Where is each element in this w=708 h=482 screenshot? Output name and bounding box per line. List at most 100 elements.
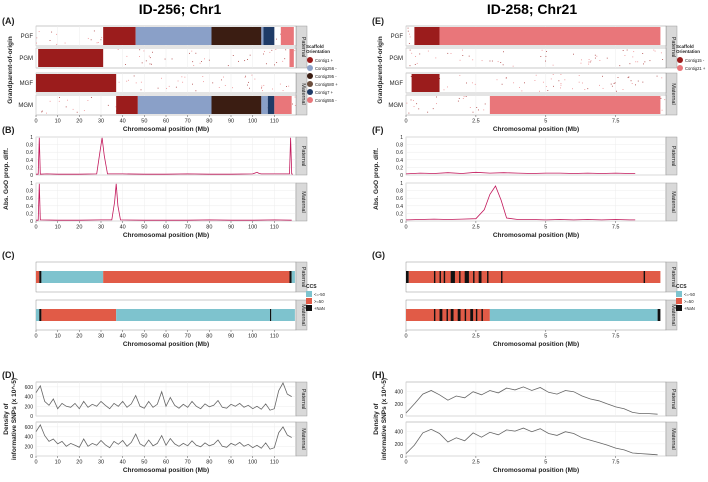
snp-dot bbox=[184, 76, 186, 78]
snp-dot bbox=[545, 55, 547, 57]
snp-dot bbox=[286, 86, 287, 87]
ccs-segment bbox=[36, 271, 40, 283]
legend-swatch bbox=[306, 305, 312, 311]
panel-letter: (H) bbox=[372, 370, 385, 380]
snp-dot bbox=[408, 43, 410, 44]
x-tick-label: 50 bbox=[141, 225, 147, 231]
series-line-paternal bbox=[35, 382, 292, 411]
x-tick-label: 40 bbox=[120, 334, 126, 340]
snp-dot bbox=[275, 49, 277, 50]
x-tick-label: 60 bbox=[163, 119, 169, 125]
snp-dot bbox=[128, 79, 129, 81]
snp-dot bbox=[412, 99, 414, 101]
x-tick-label: 0 bbox=[404, 460, 407, 466]
snp-dot bbox=[476, 107, 478, 108]
ccs-segment bbox=[489, 309, 658, 321]
legend-swatch bbox=[677, 65, 683, 71]
x-tick-label: 0 bbox=[34, 119, 37, 125]
ccs-segment bbox=[39, 309, 42, 321]
snp-dot bbox=[164, 58, 166, 60]
x-tick-label: 10 bbox=[55, 334, 61, 340]
snp-dot bbox=[594, 57, 596, 59]
panel-letter: (D) bbox=[2, 370, 15, 380]
snp-dot bbox=[644, 61, 646, 63]
snp-dot bbox=[497, 61, 499, 63]
snp-dot bbox=[38, 31, 40, 33]
snp-dot bbox=[606, 57, 608, 59]
snp-dot bbox=[483, 109, 485, 111]
facet-strip bbox=[665, 421, 678, 457]
x-tick-label: 110 bbox=[270, 460, 279, 466]
y-tick-label: 200 bbox=[25, 404, 34, 410]
y-tick-label: 0.8 bbox=[396, 189, 403, 195]
snp-dot bbox=[534, 80, 536, 81]
snp-dot bbox=[87, 37, 89, 39]
snp-dot bbox=[489, 60, 491, 62]
snp-dot bbox=[539, 90, 540, 92]
facet-strip bbox=[665, 381, 678, 417]
y-tick-label: 0.8 bbox=[26, 189, 33, 195]
snp-dot bbox=[232, 87, 233, 89]
series-line-maternal bbox=[36, 183, 292, 221]
snp-dot bbox=[439, 78, 441, 79]
snp-dot bbox=[611, 85, 613, 87]
row-label-mgm: MGM bbox=[18, 103, 33, 109]
y-tick-label: 600 bbox=[25, 385, 34, 391]
snp-dot bbox=[660, 52, 662, 54]
snp-dot bbox=[436, 96, 437, 98]
snp-dot bbox=[419, 53, 421, 55]
legend-swatch bbox=[677, 57, 683, 63]
snp-dot bbox=[408, 112, 410, 114]
snp-dot bbox=[83, 110, 85, 112]
row-label-pgf: PGF bbox=[391, 34, 404, 40]
snp-dot bbox=[602, 87, 604, 89]
ideogram-segment bbox=[261, 96, 268, 114]
x-tick-label: 90 bbox=[228, 225, 234, 231]
snp-dot bbox=[195, 52, 197, 54]
x-tick-label: 2.5 bbox=[472, 460, 480, 466]
y-tick-label: 600 bbox=[25, 425, 34, 431]
snp-dot bbox=[410, 76, 412, 77]
row-label-mgf: MGF bbox=[20, 81, 34, 87]
snp-dot bbox=[637, 80, 639, 82]
x-axis-title: Chromosomal position (Mb) bbox=[493, 126, 579, 133]
ideogram-row-bg bbox=[405, 72, 667, 94]
snp-dot bbox=[627, 77, 629, 79]
snp-dot bbox=[135, 82, 137, 84]
legend-label: >=50 bbox=[684, 299, 694, 304]
x-axis-title: Chromosomal position (Mb) bbox=[493, 232, 579, 239]
snp-dot bbox=[653, 49, 655, 51]
snp-dot bbox=[223, 76, 224, 78]
snp-dot bbox=[245, 75, 247, 77]
snp-dot bbox=[261, 85, 263, 87]
x-tick-label: 0 bbox=[34, 460, 37, 466]
legend-label: Contig395 - bbox=[315, 74, 337, 79]
x-tick-label: 100 bbox=[248, 225, 257, 231]
snp-dot bbox=[521, 90, 523, 92]
y-axis-title: Grandparent-of-origin bbox=[7, 36, 14, 104]
snp-dot bbox=[564, 79, 566, 81]
y-tick-label: 200 bbox=[25, 444, 34, 450]
snp-dot bbox=[175, 86, 177, 88]
line-panel-bg bbox=[405, 421, 667, 457]
snp-dot bbox=[436, 103, 437, 105]
x-tick-label: 5 bbox=[544, 460, 547, 466]
snp-dot bbox=[472, 59, 474, 61]
snp-dot bbox=[560, 74, 562, 75]
snp-dot bbox=[560, 84, 562, 86]
ccs-segment bbox=[464, 309, 467, 321]
snp-dot bbox=[578, 75, 580, 76]
snp-dot bbox=[459, 59, 461, 61]
legend-title: Orientation bbox=[676, 49, 700, 54]
x-tick-label: 90 bbox=[228, 334, 234, 340]
snp-dot bbox=[49, 40, 51, 41]
snp-dot bbox=[271, 49, 273, 51]
snp-dot bbox=[157, 87, 159, 89]
snp-dot bbox=[524, 82, 525, 84]
snp-dot bbox=[513, 82, 515, 84]
snp-dot bbox=[588, 61, 590, 63]
snp-dot bbox=[227, 65, 229, 67]
snp-dot bbox=[161, 77, 162, 79]
legend-label: Contig580 + bbox=[315, 82, 338, 87]
snp-dot bbox=[594, 54, 596, 56]
